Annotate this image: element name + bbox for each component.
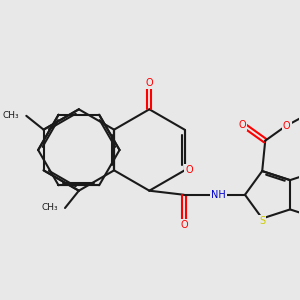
Text: NH: NH — [211, 190, 226, 200]
Text: O: O — [238, 119, 246, 130]
Text: CH₃: CH₃ — [41, 203, 58, 212]
Text: O: O — [180, 220, 188, 230]
Text: S: S — [259, 216, 265, 226]
Text: O: O — [283, 121, 290, 131]
Text: O: O — [146, 78, 153, 88]
Text: CH₃: CH₃ — [2, 111, 19, 120]
Text: O: O — [186, 165, 193, 175]
